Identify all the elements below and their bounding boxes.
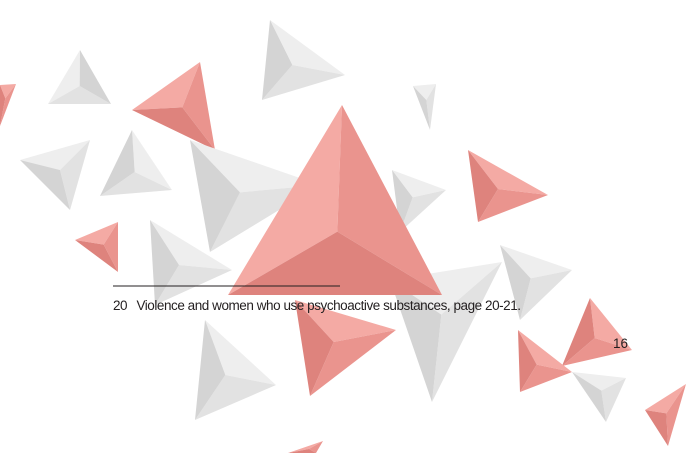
footnote-text: Violence and women who use psychoactive … xyxy=(136,298,520,313)
page-canvas: 20 Violence and women who use psychoacti… xyxy=(0,0,687,453)
page-number: 16 xyxy=(613,336,628,351)
footnote: 20 Violence and women who use psychoacti… xyxy=(113,298,521,313)
page: 20 Violence and women who use psychoacti… xyxy=(0,0,687,453)
footnote-number: 20 xyxy=(113,298,127,313)
triangle-face xyxy=(645,410,668,446)
decorative-triangles xyxy=(0,20,686,453)
